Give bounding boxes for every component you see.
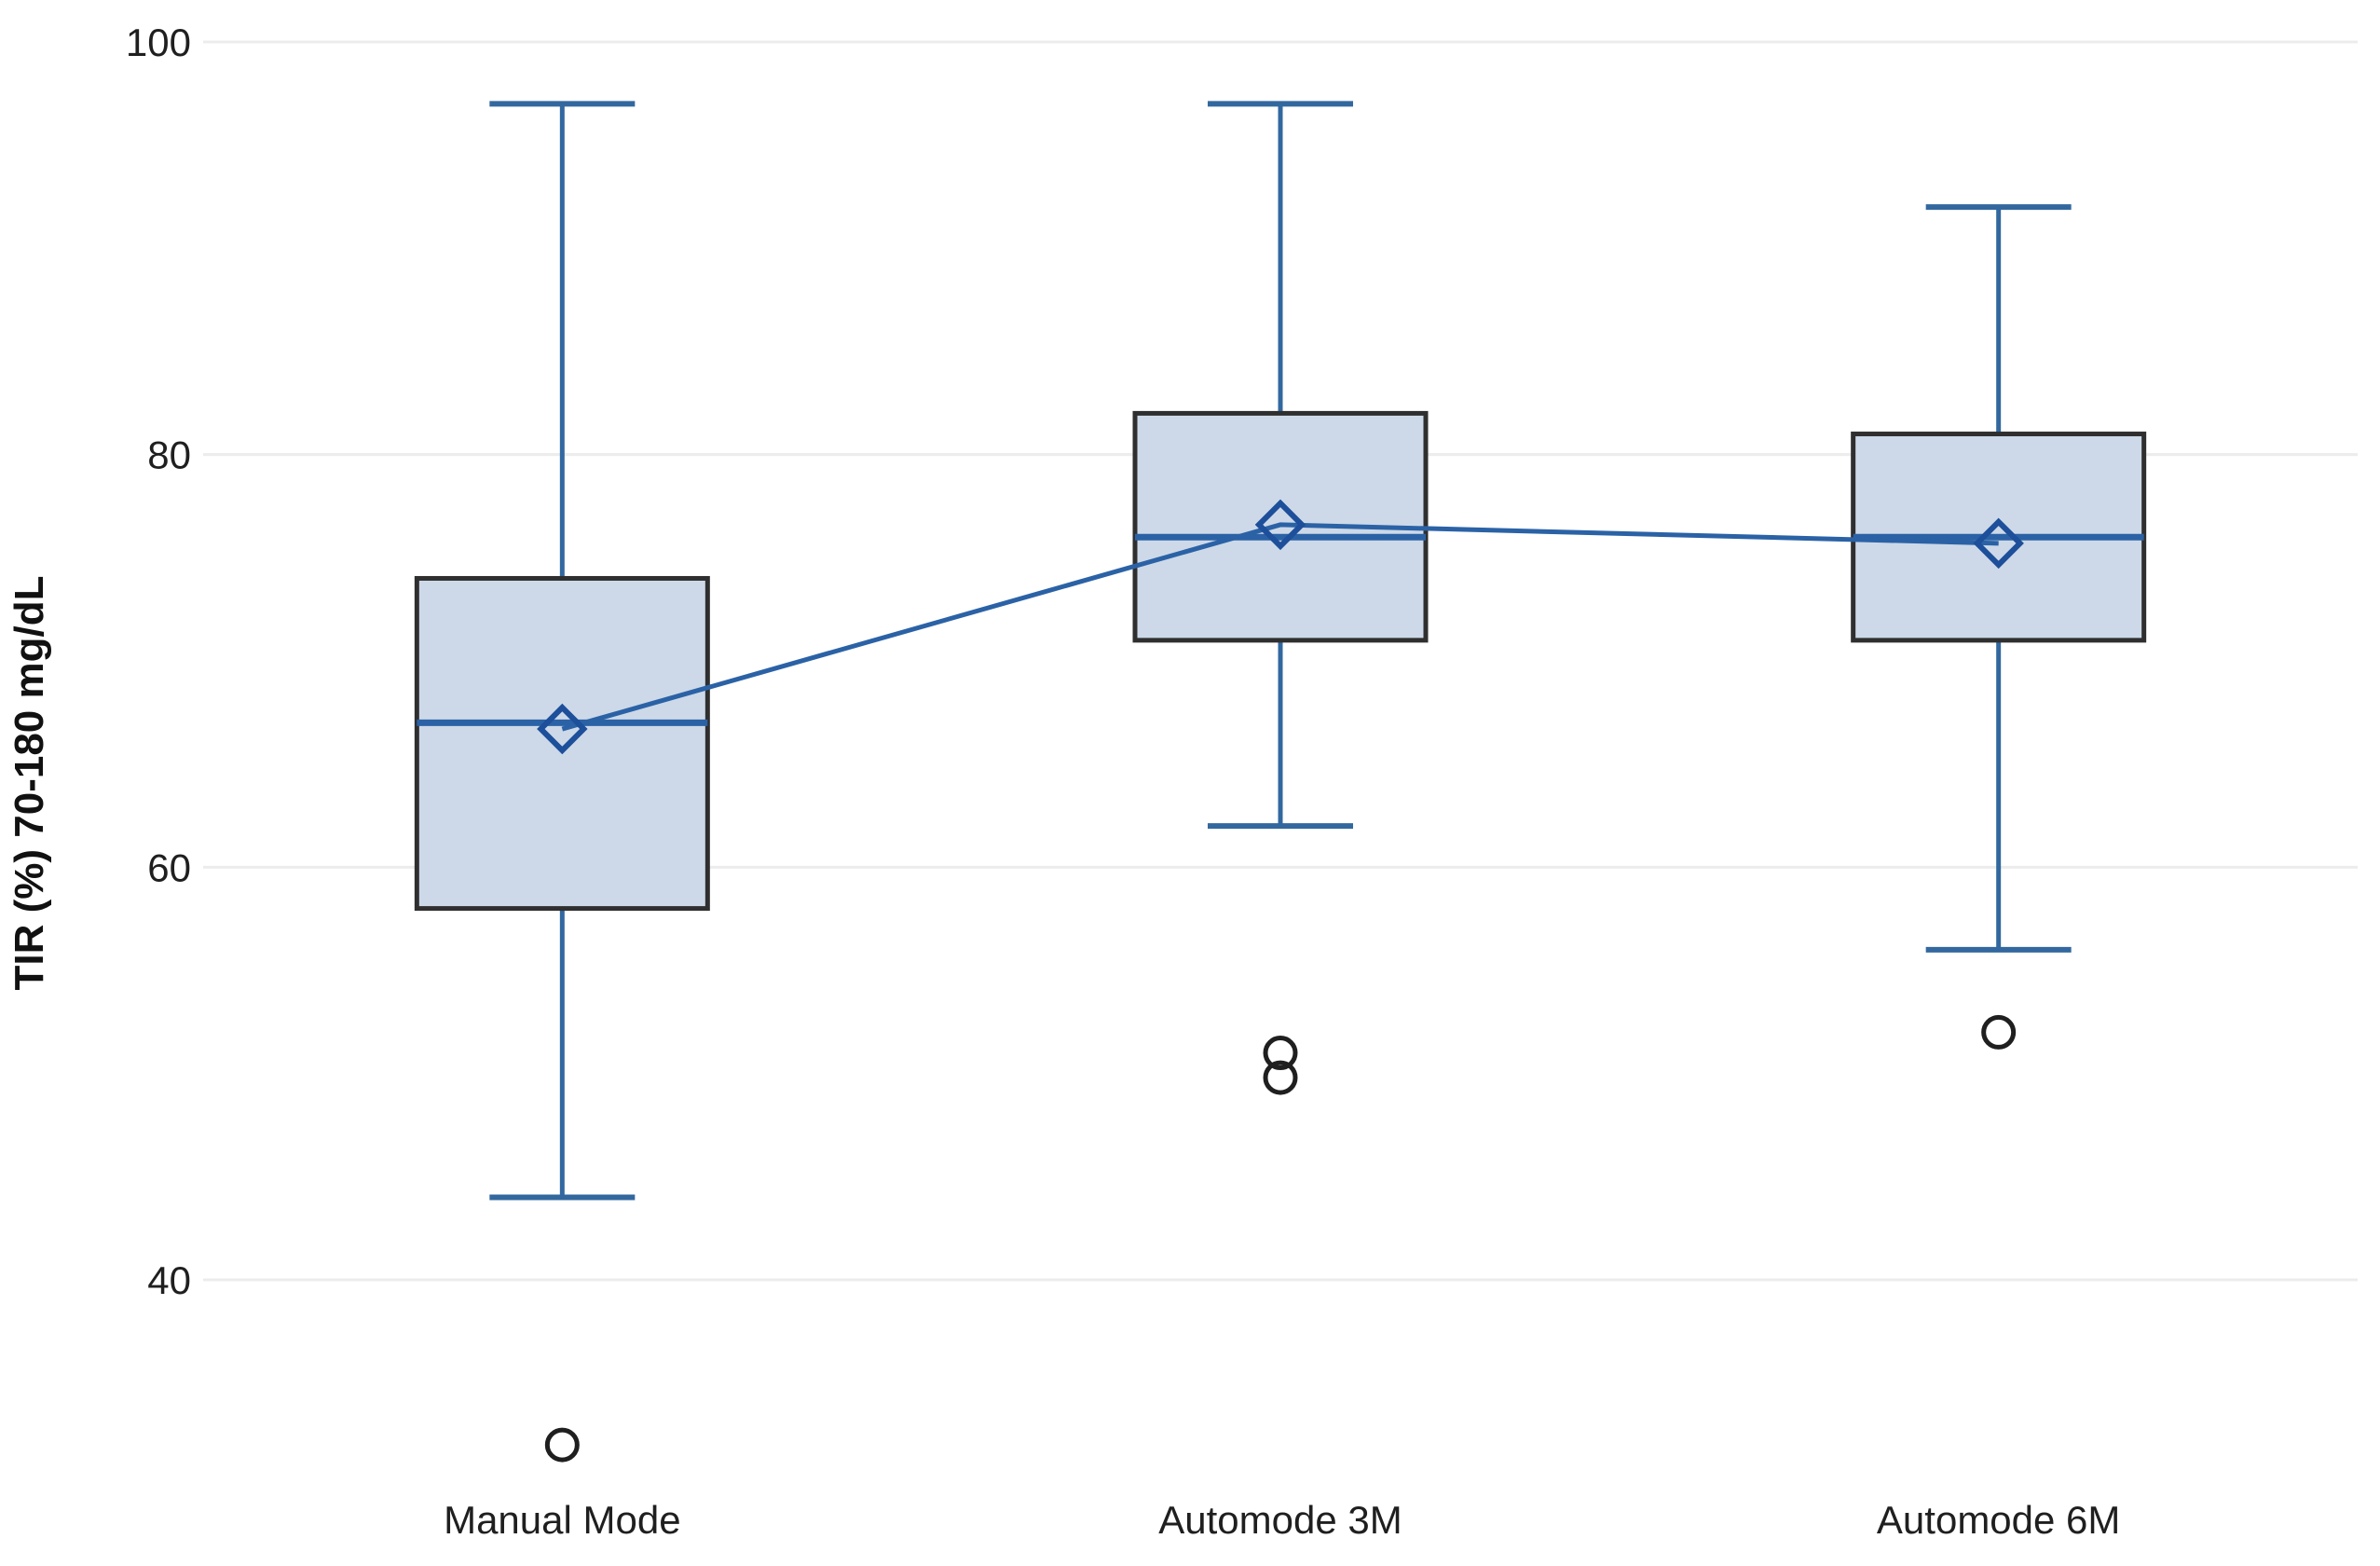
- category-label-automode-6m: Automode 6M: [1877, 1498, 2120, 1542]
- outlier-point-manual-mode-0: [544, 1427, 580, 1463]
- mean-diamond-automode-3m: [1254, 499, 1306, 551]
- y-axis-title: TIR (%) 70-180 mg/dL: [7, 576, 52, 991]
- y-tick-label-100: 100: [126, 21, 191, 64]
- category-label-manual-mode: Manual Mode: [444, 1498, 680, 1542]
- outlier-point-automode-3m-0: [1263, 1036, 1298, 1071]
- outlier-point-automode-3m-1: [1263, 1060, 1298, 1095]
- y-tick-label-60: 60: [147, 845, 191, 889]
- mean-diamond-automode-6m: [1973, 517, 2024, 570]
- category-label-automode-3m: Automode 3M: [1158, 1498, 1402, 1542]
- box-group-manual-mode: [414, 101, 710, 1201]
- outlier-point-automode-6m-0: [1981, 1014, 2017, 1050]
- mean-connector-line: [561, 522, 1999, 732]
- box-group-automode-6m: [1851, 204, 2147, 953]
- y-tick-label-40: 40: [147, 1258, 191, 1302]
- y-tick-label-80: 80: [147, 433, 191, 477]
- iqr-box-manual-mode: [414, 575, 710, 912]
- mean-diamond-manual-mode: [537, 703, 588, 755]
